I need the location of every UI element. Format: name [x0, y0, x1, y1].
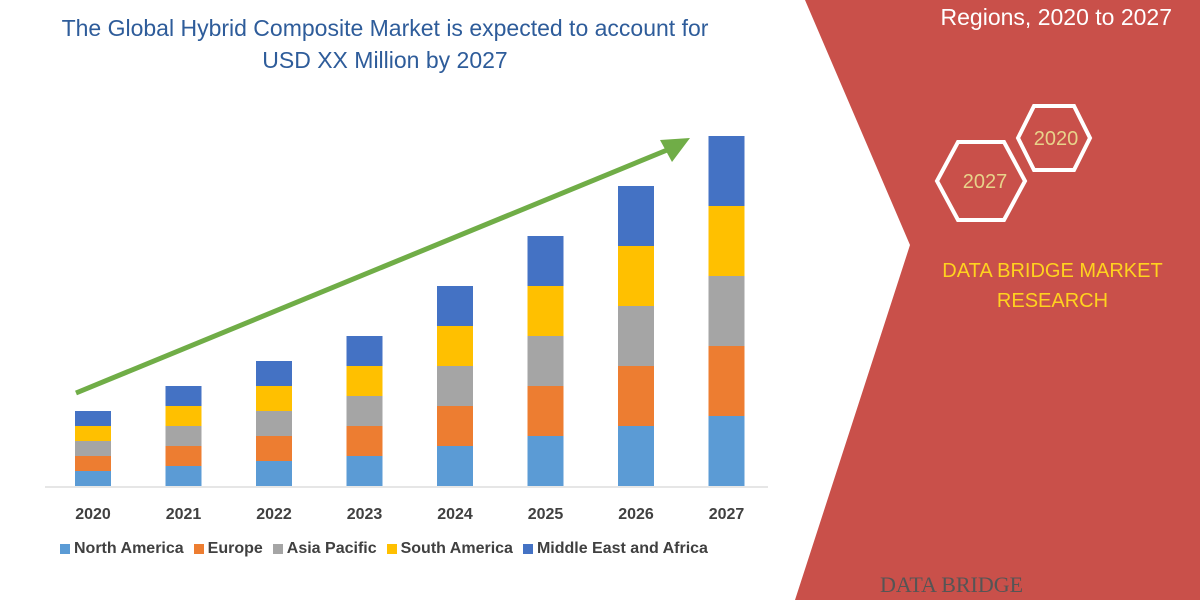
bar-segment: [527, 236, 564, 286]
legend-swatch: [193, 544, 204, 554]
x-tick-label: 2027: [709, 506, 745, 523]
bar-segment: [346, 366, 383, 396]
bar-segment: [75, 426, 111, 441]
x-tick-label: 2023: [347, 506, 383, 523]
trend-arrow: [75, 145, 673, 396]
bar-segment: [708, 416, 745, 486]
hexagon-icon: [934, 140, 1028, 222]
legend-swatch: [60, 544, 70, 554]
hex-label-2020: 2020: [1034, 128, 1079, 150]
red-panel: [795, 0, 1200, 600]
bar-segment: [165, 446, 202, 466]
bar-segment: [618, 186, 654, 246]
brand-text: DATA BRIDGE MARKET RESEARCH: [942, 260, 1163, 312]
bar-segment: [708, 206, 745, 276]
bar-segment: [256, 386, 292, 411]
hexagon-icon: [1015, 104, 1093, 172]
bar-segment: [346, 336, 383, 366]
x-tick-label: 2025: [528, 506, 564, 523]
legend-label: Middle East and Africa: [536, 540, 708, 557]
bar-segment: [165, 426, 202, 446]
bar-segment: [708, 346, 745, 416]
side-title: Regions, 2020 to 2027: [940, 4, 1172, 30]
legend-swatch: [272, 544, 283, 554]
bar-segment: [75, 441, 111, 456]
bar-segment: [165, 406, 202, 426]
x-tick-label: 2021: [166, 506, 202, 523]
chart-title: The Global Hybrid Composite Market is ex…: [61, 15, 709, 73]
legend-item: North America: [60, 540, 184, 558]
bar-segment: [165, 466, 202, 486]
legend-swatch: [522, 544, 533, 554]
bar-segment: [256, 461, 292, 486]
legend-label: Asia Pacific: [286, 540, 377, 557]
legend: North America Europe Asia Pacific South Ame…: [60, 540, 708, 558]
bar-segment: [527, 286, 564, 336]
bar-segment: [618, 426, 654, 486]
bar-segment: [256, 361, 292, 386]
bar-segment: [346, 396, 383, 426]
legend-item: Middle East and Africa: [522, 540, 708, 558]
logo: DATA BRIDGE: [880, 572, 1024, 597]
bar-segment: [527, 336, 564, 386]
x-tick-label: 2022: [256, 506, 292, 523]
bar-segment: [256, 436, 292, 461]
bar-segment: [437, 326, 473, 366]
bar-segment: [437, 446, 473, 486]
hex-label-2027: 2027: [963, 171, 1008, 193]
x-tick-label: 2026: [618, 506, 654, 523]
bar-segment: [618, 306, 654, 366]
bar-segment: [346, 426, 383, 456]
bar-segment: [618, 246, 654, 306]
bar-segment: [527, 436, 564, 486]
bar-segment: [527, 386, 564, 436]
bar-segment: [165, 386, 202, 406]
bar-segment: [437, 406, 473, 446]
bar-segment: [75, 456, 111, 471]
legend-item: Asia Pacific: [272, 540, 377, 558]
bar-segment: [75, 411, 111, 426]
bar-segment: [437, 366, 473, 406]
legend-item: Europe: [193, 540, 263, 558]
bar-segment: [256, 411, 292, 436]
legend-label: North America: [74, 540, 184, 557]
bar-segment: [437, 286, 473, 326]
legend-label: South America: [400, 540, 513, 557]
legend-swatch: [386, 544, 397, 554]
bar-segment: [618, 366, 654, 426]
bar-segment: [708, 136, 745, 206]
bar-segment: [708, 276, 745, 346]
x-tick-label: 2020: [75, 506, 111, 523]
trend-arrow-head: [660, 138, 690, 162]
x-tick-label: 2024: [437, 506, 473, 523]
bar-segment: [346, 456, 383, 486]
legend-item: South America: [386, 540, 513, 558]
bar-segment: [75, 471, 111, 486]
legend-label: Europe: [207, 540, 263, 557]
